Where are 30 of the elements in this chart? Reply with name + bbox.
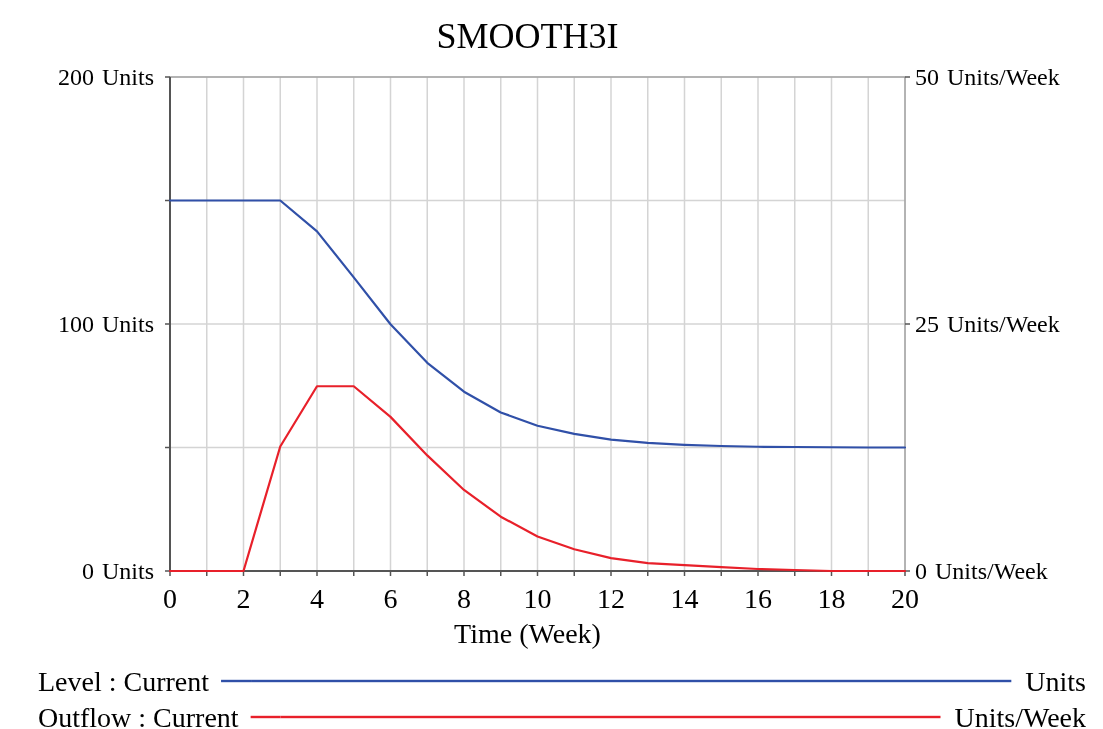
x-tick-label: 6 xyxy=(383,582,398,614)
legend-label: Level : Current xyxy=(38,665,210,697)
x-tick-label: 0 xyxy=(163,582,177,614)
y2-tick-label: 25 xyxy=(915,311,939,337)
text: Units xyxy=(102,311,155,337)
y-axis-title: Units xyxy=(102,558,155,584)
x-tick-label: 2 xyxy=(236,582,251,614)
y2-tick-label: 50 xyxy=(915,64,939,90)
text: Units/Week xyxy=(947,311,1060,337)
x-tick-label: 10 xyxy=(523,582,552,614)
x-tick-label: 16 xyxy=(744,582,772,614)
x-tick-label: 14 xyxy=(670,582,699,614)
y-tick-label: 100 xyxy=(58,311,94,337)
text: Units xyxy=(102,64,155,90)
line-series xyxy=(168,199,907,449)
text: Units/Week xyxy=(947,64,1060,90)
y2-axis-title: Units/Week xyxy=(935,558,1048,584)
y2-tick-label: 0 xyxy=(915,558,927,584)
x-tick-label: 20 xyxy=(891,582,919,614)
y-tick-label: 0 xyxy=(82,558,94,584)
chart-title: SMOOTH3I xyxy=(436,16,619,56)
text: Units xyxy=(1025,665,1086,697)
legend-label: Outflow : Current xyxy=(38,701,239,729)
x-axis-title: Time (Week) xyxy=(454,617,601,649)
x-tick-label: 4 xyxy=(310,582,324,614)
x-tick-label: 18 xyxy=(817,582,846,614)
y-tick-label: 200 xyxy=(58,64,94,90)
x-tick-label: 8 xyxy=(457,582,471,614)
x-tick-label: 12 xyxy=(597,582,625,614)
text: Units/Week xyxy=(954,701,1086,729)
